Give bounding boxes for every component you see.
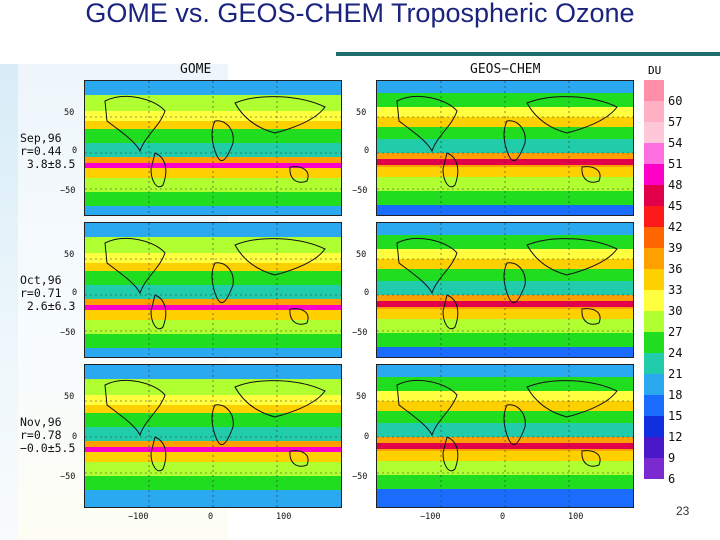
colorbar-label: 36: [668, 262, 683, 276]
panel-label-sep: Sep,96 r=0.44 3.8±8.5: [20, 131, 76, 171]
colorbar-segment: [644, 227, 664, 248]
map-gome-sep: [84, 80, 342, 216]
map-geoschem-sep: [376, 80, 634, 216]
lat-tick: 50: [64, 392, 75, 402]
colorbar-label: 39: [668, 241, 683, 255]
lon-tick: −100: [128, 512, 149, 522]
colorbar-label: 45: [668, 199, 683, 213]
lat-tick: 50: [356, 250, 367, 260]
colorbar-label: 48: [668, 178, 683, 192]
column-title-gome: GOME: [180, 62, 212, 77]
colorbar-label: 60: [668, 94, 683, 108]
lat-tick: 0: [364, 432, 370, 442]
lat-tick: −50: [352, 186, 368, 196]
lon-tick: 0: [500, 512, 506, 522]
lat-tick: 0: [72, 432, 78, 442]
lat-tick: −50: [60, 186, 76, 196]
colorbar-segment: [644, 395, 664, 416]
lat-tick: 50: [64, 108, 75, 118]
colorbar-label: 57: [668, 115, 683, 129]
column-title-geos-chem: GEOS−CHEM: [470, 62, 541, 77]
lat-tick: 0: [364, 146, 370, 156]
lat-tick: 50: [64, 250, 75, 260]
colorbar-label: 33: [668, 283, 683, 297]
lat-tick: −50: [352, 472, 368, 482]
colorbar-label: 42: [668, 220, 683, 234]
colorbar-label: 21: [668, 367, 683, 381]
ozone-field-geoschem-nov: [377, 365, 633, 507]
title-underline: [336, 52, 720, 56]
panel-label-nov: Nov,96 r=0.78 −0.0±5.5: [20, 415, 76, 455]
colorbar-label: 15: [668, 409, 683, 423]
colorbar-label: 51: [668, 157, 683, 171]
lat-tick: 0: [72, 288, 78, 298]
ozone-field-geoschem-oct: [377, 223, 633, 357]
colorbar-label: 9: [668, 451, 676, 465]
colorbar-label: 6: [668, 472, 676, 486]
colorbar-segment: [644, 80, 664, 101]
colorbar-label: 12: [668, 430, 683, 444]
map-geoschem-oct: [376, 222, 634, 358]
lon-tick: 100: [568, 512, 584, 522]
colorbar-label: 30: [668, 304, 683, 318]
lat-tick: 50: [356, 392, 367, 402]
colorbar-segment: [644, 437, 664, 458]
ozone-field-geoschem-sep: [377, 81, 633, 215]
colorbar-segment: [644, 122, 664, 143]
slide-title: GOME vs. GEOS-CHEM Tropospheric Ozone: [85, 0, 635, 28]
colorbar-label: 18: [668, 388, 683, 402]
lat-tick: −50: [352, 328, 368, 338]
colorbar-segment: [644, 374, 664, 395]
colorbar: [644, 80, 664, 479]
left-accent-band: [0, 64, 18, 540]
lon-tick: 0: [208, 512, 214, 522]
lat-tick: 0: [364, 288, 370, 298]
lat-tick: −50: [60, 328, 76, 338]
ozone-field-gome-oct: [85, 223, 341, 357]
lat-tick: −50: [60, 472, 76, 482]
colorbar-label: 24: [668, 346, 683, 360]
map-gome-oct: [84, 222, 342, 358]
colorbar-segment: [644, 416, 664, 437]
lon-tick: 100: [276, 512, 292, 522]
colorbar-unit: DU: [648, 64, 662, 77]
page-number: 23: [676, 504, 690, 518]
ozone-field-gome-nov: [85, 365, 341, 507]
ozone-field-gome-sep: [85, 81, 341, 215]
lat-tick: 0: [72, 146, 78, 156]
colorbar-segment: [644, 332, 664, 353]
colorbar-segment: [644, 269, 664, 290]
map-geoschem-nov: [376, 364, 634, 508]
panel-label-oct: Oct,96 r=0.71 2.6±6.3: [20, 273, 76, 313]
colorbar-label: 27: [668, 325, 683, 339]
colorbar-segment: [644, 311, 664, 332]
colorbar-segment: [644, 458, 664, 479]
colorbar-segment: [644, 290, 664, 311]
colorbar-segment: [644, 143, 664, 164]
colorbar-segment: [644, 248, 664, 269]
colorbar-segment: [644, 164, 664, 185]
colorbar-segment: [644, 101, 664, 122]
colorbar-segment: [644, 353, 664, 374]
colorbar-segment: [644, 206, 664, 227]
lat-tick: 50: [356, 108, 367, 118]
colorbar-label: 54: [668, 136, 683, 150]
lon-tick: −100: [420, 512, 441, 522]
colorbar-segment: [644, 185, 664, 206]
map-gome-nov: [84, 364, 342, 508]
